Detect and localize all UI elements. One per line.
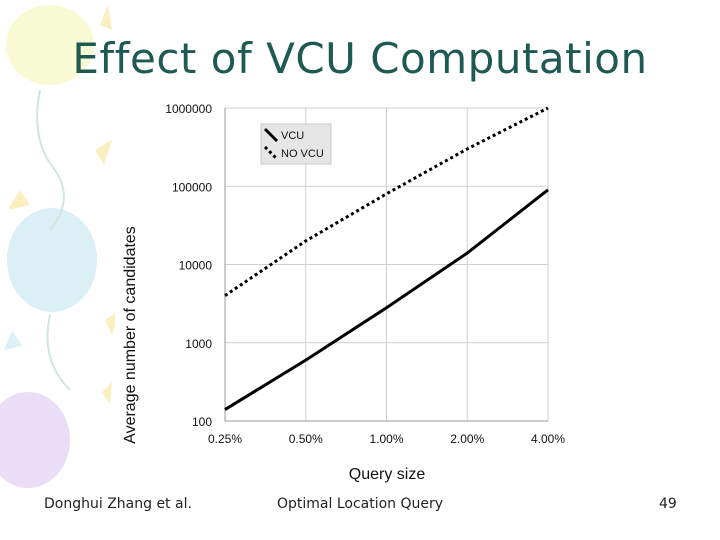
x-tick-label: 0.50% (289, 432, 323, 446)
x-tick-label: 1.00% (369, 432, 403, 446)
footer-author: Donghui Zhang et al. (44, 496, 192, 512)
slide-title: Effect of VCU Computation (72, 34, 648, 83)
chart-series (224, 106, 549, 411)
chart-grid (224, 107, 549, 422)
y-tick-label: 1000000 (165, 102, 212, 116)
page-number: 49 (659, 496, 677, 512)
series-line-no-vcu (224, 106, 549, 297)
x-tick-label: 4.00% (531, 432, 565, 446)
y-tick-label: 100000 (172, 180, 212, 194)
chart-legend: VCU NO VCU (260, 123, 332, 165)
legend-swatch-no-vcu (263, 145, 279, 161)
x-tick-labels: 0.25% 0.50% 1.00% 2.00% 4.00% (208, 432, 565, 446)
legend-label-no-vcu: NO VCU (281, 148, 324, 160)
x-tick-label: 0.25% (208, 432, 242, 446)
y-tick-label: 1000 (185, 337, 212, 351)
legend-label-vcu: VCU (281, 130, 304, 142)
y-tick-label: 100 (192, 415, 212, 429)
y-tick-labels: 100 1000 10000 100000 1000000 (165, 102, 212, 429)
x-axis-label: Query size (349, 466, 426, 483)
balloon-decoration (0, 5, 120, 488)
footer-subject: Optimal Location Query (277, 496, 444, 512)
y-tick-label: 10000 (179, 259, 213, 273)
x-tick-label: 2.00% (450, 432, 484, 446)
chart-background (115, 95, 575, 490)
y-axis-label: Average number of candidates (122, 226, 139, 444)
line-chart: 100 1000 10000 100000 1000000 0.25% 0.50% 1.00… (115, 95, 575, 490)
legend-box (260, 123, 332, 165)
legend-swatch-vcu (263, 127, 279, 143)
